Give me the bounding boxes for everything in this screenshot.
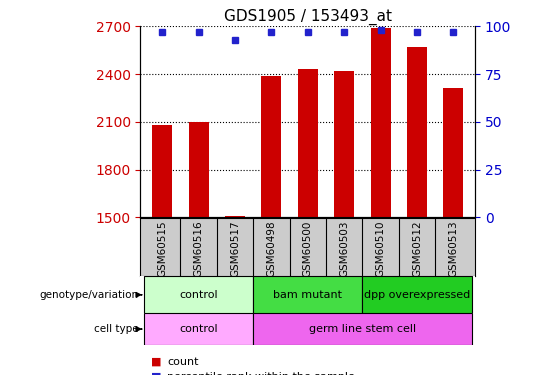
Text: GSM60498: GSM60498 <box>266 220 276 277</box>
Text: bam mutant: bam mutant <box>273 290 342 300</box>
Bar <box>144 313 253 345</box>
Bar <box>443 88 463 218</box>
Bar <box>225 216 245 217</box>
Bar <box>253 313 471 345</box>
Bar <box>407 47 427 217</box>
Text: dpp overexpressed: dpp overexpressed <box>364 290 470 300</box>
Text: GSM60512: GSM60512 <box>412 220 422 277</box>
Text: GSM60513: GSM60513 <box>448 220 458 277</box>
Bar <box>334 71 354 217</box>
Text: count: count <box>167 357 199 367</box>
Text: control: control <box>179 324 218 334</box>
Text: ■: ■ <box>151 372 161 375</box>
Text: GSM60517: GSM60517 <box>230 220 240 277</box>
Title: GDS1905 / 153493_at: GDS1905 / 153493_at <box>224 9 392 25</box>
Text: GSM60500: GSM60500 <box>303 220 313 277</box>
Bar <box>152 125 172 217</box>
Bar <box>253 276 362 313</box>
Text: GSM60503: GSM60503 <box>339 220 349 277</box>
Bar <box>261 76 281 217</box>
Text: germ line stem cell: germ line stem cell <box>309 324 416 334</box>
Text: GSM60515: GSM60515 <box>157 220 167 277</box>
Bar <box>298 69 318 218</box>
Text: cell type: cell type <box>94 324 139 334</box>
Bar <box>188 122 208 218</box>
Bar <box>370 28 390 218</box>
Text: control: control <box>179 290 218 300</box>
Text: ■: ■ <box>151 357 161 367</box>
Text: genotype/variation: genotype/variation <box>39 290 139 300</box>
Text: percentile rank within the sample: percentile rank within the sample <box>167 372 355 375</box>
Text: GSM60516: GSM60516 <box>194 220 204 277</box>
Bar <box>362 276 471 313</box>
Text: GSM60510: GSM60510 <box>376 220 386 277</box>
Bar <box>144 276 253 313</box>
